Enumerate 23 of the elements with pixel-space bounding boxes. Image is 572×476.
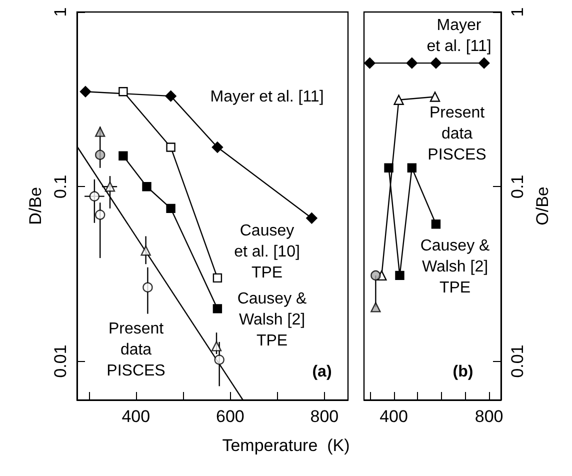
series-label: Mayer et al. [11] xyxy=(210,88,324,106)
x-tick-label: 800 xyxy=(310,407,339,426)
legend-label: Mayer et al. [11] xyxy=(426,17,492,55)
y-axis-title: D/Be xyxy=(26,187,46,225)
annotation: (a) xyxy=(312,364,332,380)
x-tick-label: 400 xyxy=(380,407,408,426)
series-label: Causey et al. [10] TPE xyxy=(234,222,300,282)
y-tick-label: 0.01 xyxy=(51,344,70,378)
y2-tick-label: 0.1 xyxy=(508,174,527,198)
y2-axis-title: O/Be xyxy=(532,186,552,226)
y-tick-label: 1 xyxy=(51,7,70,17)
annotation: Present data PISCES xyxy=(106,320,166,380)
series-label: Causey & Walsh [2] TPE xyxy=(420,238,490,296)
series-label: Present data PISCES xyxy=(428,104,486,164)
x-axis-title: Temperature (K) xyxy=(221,436,351,456)
x-tick-label: 600 xyxy=(216,407,244,426)
y-tick-label: 0.1 xyxy=(51,174,70,198)
x-tick-label: 400 xyxy=(122,407,150,426)
y2-tick-label: 1 xyxy=(508,7,527,17)
series-label: Causey & Walsh [2] TPE xyxy=(237,290,308,350)
x-tick-label: 800 xyxy=(474,407,504,426)
y2-tick-label: 0.01 xyxy=(508,344,527,378)
annotation: (b) xyxy=(452,364,474,380)
